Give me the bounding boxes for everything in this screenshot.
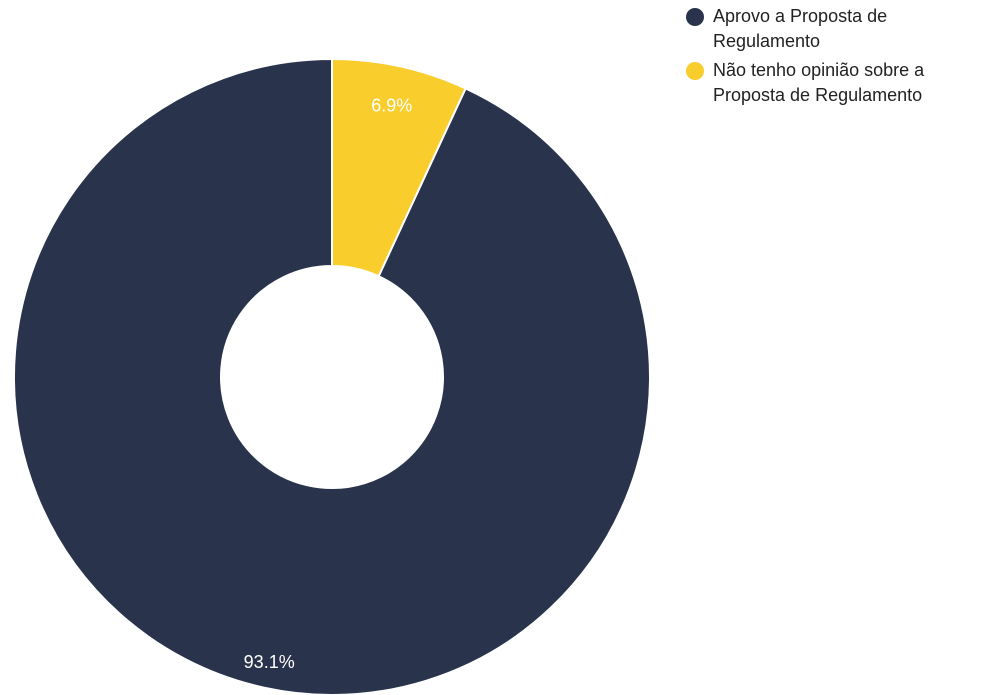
legend-swatch-aprovo	[686, 8, 704, 26]
pie-slice-1[interactable]	[13, 58, 651, 695]
legend-label-aprovo: Aprovo a Proposta de Regulamento	[713, 6, 888, 51]
chart-legend: Aprovo a Proposta de Regulamento Não ten…	[686, 6, 981, 114]
legend-item-aprovo[interactable]: Aprovo a Proposta de Regulamento	[686, 6, 981, 54]
slice-label-1: 93.1%	[244, 652, 295, 672]
slice-label-2: 6.9%	[371, 96, 412, 116]
legend-item-sem-opiniao[interactable]: Não tenho opinião sobre a Proposta de Re…	[686, 60, 981, 108]
chart-slices	[13, 58, 651, 695]
legend-swatch-sem-opiniao	[686, 62, 704, 80]
pie-slice-2[interactable]	[331, 58, 467, 278]
legend-label-sem-opiniao: Não tenho opinião sobre a Proposta de Re…	[713, 60, 925, 105]
chart-slice-labels: 93.1% 6.9%	[244, 96, 413, 673]
